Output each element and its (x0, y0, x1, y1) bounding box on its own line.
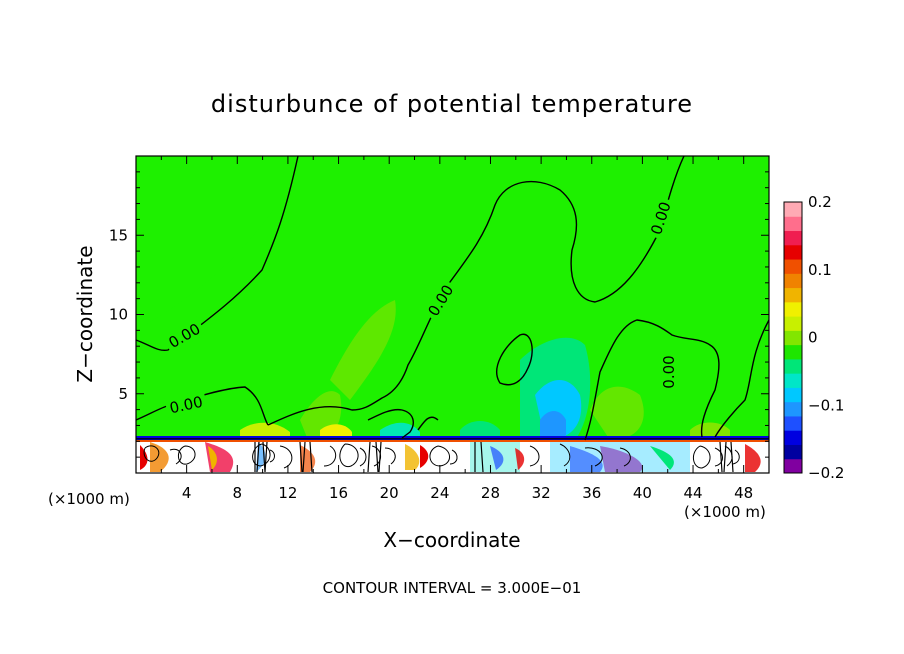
colorbar-segment (784, 316, 802, 331)
colorbar-frame (783, 201, 803, 474)
colorbar (783, 201, 803, 474)
colorbar-tick-label: 0.2 (808, 193, 832, 211)
chart-title: disturbunce of potential temperature (211, 90, 693, 118)
plot-area: 0.00 0.00 0.00 0.00 0.00 (136, 156, 769, 473)
zero-contours (136, 156, 769, 441)
boundary-layer (136, 436, 769, 473)
x-tick-label: 48 (734, 484, 753, 502)
x-tick-label: 24 (430, 484, 449, 502)
x-tick-label: 20 (380, 484, 399, 502)
colorbar-segment (784, 430, 802, 445)
x-unit-left: (×1000 m) (48, 490, 130, 508)
colorbar-segment (784, 358, 802, 374)
y-tick-label: 5 (118, 385, 128, 403)
colorbar-segment (784, 458, 802, 474)
x-tick-label: 36 (582, 484, 601, 502)
y-axis-ticks: 5 10 15 (109, 171, 769, 458)
colorbar-segment (784, 415, 802, 431)
colorbar-segment (784, 230, 802, 246)
colorbar-segment (784, 401, 802, 417)
colorbar-tick-label: 0 (808, 329, 818, 347)
x-tick-label: 12 (278, 484, 297, 502)
x-axis-label: X−coordinate (383, 528, 520, 552)
y-tick-label: 15 (109, 226, 128, 244)
contour-interval-note: CONTOUR INTERVAL = 3.000E−01 (323, 579, 582, 597)
colorbar-segment (784, 387, 802, 403)
colorbar-segment (784, 202, 802, 217)
colorbar-segment (784, 259, 802, 274)
colorbar-segment (784, 444, 802, 460)
colorbar-tick-label: −0.2 (808, 464, 844, 482)
x-tick-label: 16 (329, 484, 348, 502)
x-tick-label: 44 (683, 484, 702, 502)
colorbar-segment (784, 373, 802, 388)
colorbar-segment (784, 330, 802, 346)
x-tick-label: 8 (233, 484, 243, 502)
colorbar-segment (784, 216, 802, 232)
colorbar-segment (784, 344, 802, 360)
colorbar-segment (784, 287, 802, 303)
x-axis-ticks: 4 8 12 16 20 24 28 32 36 40 44 48 (160, 156, 753, 502)
colorbar-tick-label: 0.1 (808, 261, 832, 279)
x-tick-label: 40 (633, 484, 652, 502)
x-unit-right: (×1000 m) (684, 503, 766, 521)
x-tick-label: 32 (532, 484, 551, 502)
colorbar-tick-label: −0.1 (808, 396, 844, 414)
x-tick-label: 28 (481, 484, 500, 502)
colorbar-ticks: 0.2 0.1 0 −0.1 −0.2 (808, 193, 844, 482)
y-tick-label: 10 (109, 306, 128, 324)
y-axis-label: Z−coordinate (73, 245, 97, 382)
colorbar-segment (784, 244, 802, 260)
contour-label: 0.00 (660, 355, 678, 388)
x-tick-label: 4 (182, 484, 192, 502)
colorbar-segment (784, 273, 802, 289)
field-shading (136, 156, 730, 445)
colorbar-segment (784, 301, 802, 317)
